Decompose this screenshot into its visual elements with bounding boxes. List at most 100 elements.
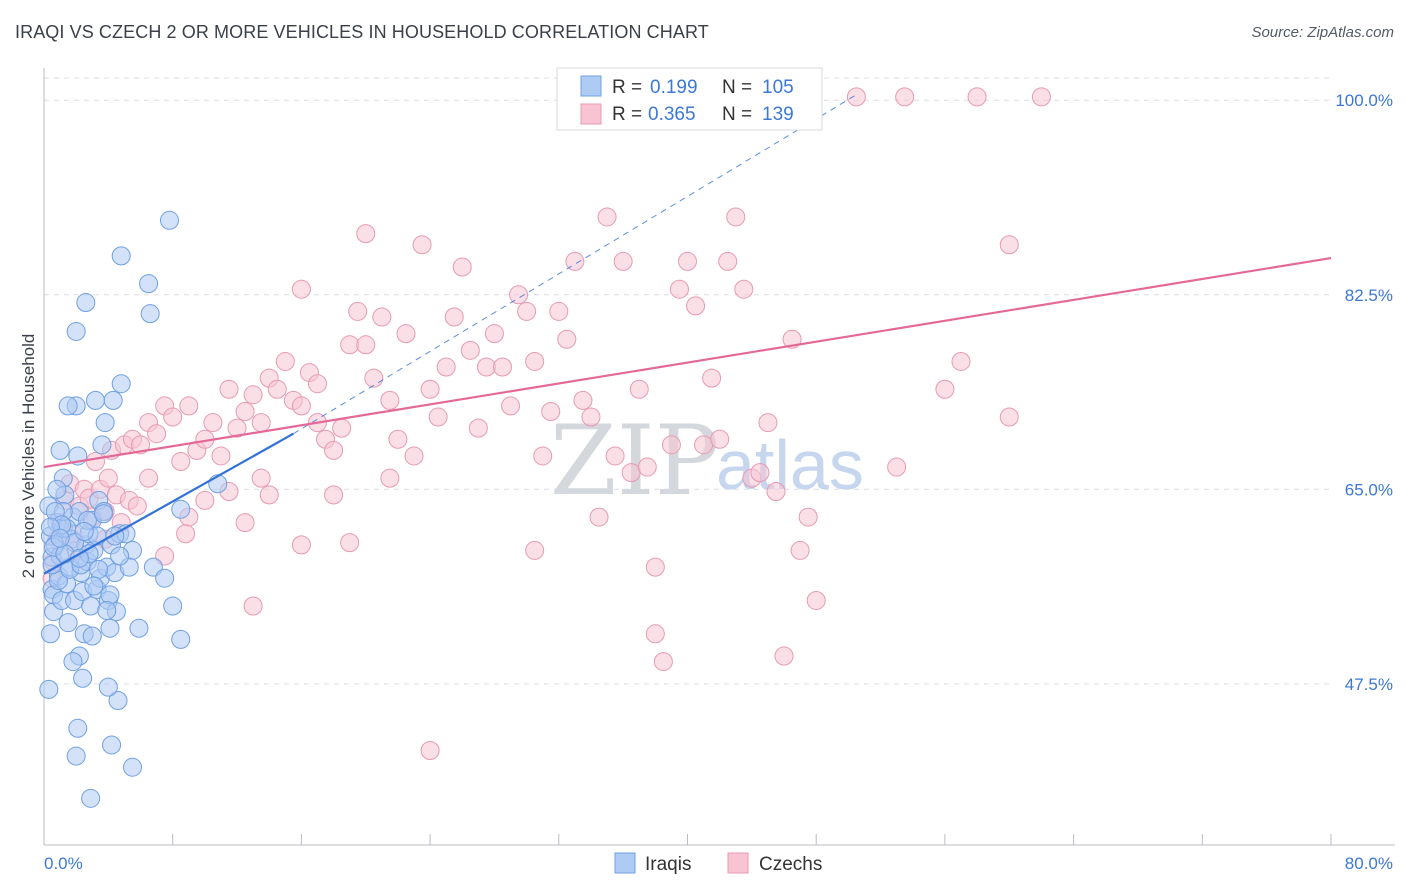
iraqis-point <box>63 652 83 672</box>
trend-lines <box>43 94 1332 575</box>
czechs-point <box>686 296 706 316</box>
czechs-point <box>525 540 545 560</box>
czechs-point <box>179 396 199 416</box>
czechs-point <box>452 257 472 277</box>
iraqis-point <box>98 677 118 697</box>
czechs-point <box>163 407 183 427</box>
legend-r-label-iraqis: R = <box>612 77 642 98</box>
czechs-point <box>581 407 601 427</box>
czechs-point <box>340 533 360 553</box>
czechs-point <box>645 557 665 577</box>
iraqis-point <box>76 293 96 313</box>
czechs-trend-line <box>43 256 1332 469</box>
iraqis-point <box>155 568 175 588</box>
legend-bottom-label-iraqis: Iraqis <box>645 854 691 875</box>
czechs-point <box>967 87 987 107</box>
czechs-point <box>176 524 196 544</box>
legend-n-value-czechs: 139 <box>762 104 794 125</box>
iraqis-point <box>74 522 94 542</box>
iraqis-point <box>103 390 123 410</box>
iraqis-point <box>139 274 159 294</box>
czechs-point <box>291 396 311 416</box>
czechs-point <box>307 374 327 394</box>
czechs-point <box>565 251 585 271</box>
iraqis-point <box>50 440 70 460</box>
czechs-point <box>235 513 255 533</box>
czechs-point <box>332 418 352 438</box>
czechs-point <box>259 485 279 505</box>
czechs-point <box>211 446 231 466</box>
legend-bottom-swatch-iraqis <box>614 852 636 874</box>
czechs-point <box>356 224 376 244</box>
czechs-point <box>139 468 159 488</box>
czechs-point <box>637 457 657 477</box>
watermark-atlas: atlas <box>716 426 864 504</box>
czechs-point <box>356 335 376 355</box>
czechs-points <box>42 87 1051 761</box>
legend-n-label-czechs: N = <box>722 104 752 125</box>
iraqis-point <box>97 600 117 620</box>
legend-n-value-iraqis: 105 <box>762 77 794 98</box>
legend-bottom-swatch-czechs <box>727 852 749 874</box>
legend-swatch-iraqis <box>580 75 602 97</box>
czechs-point <box>661 435 681 455</box>
legend-r-value-czechs: 0.365 <box>648 104 696 125</box>
iraqis-point <box>58 396 78 416</box>
iraqis-point <box>50 528 70 548</box>
legend-swatch-czechs <box>580 103 602 125</box>
czechs-point <box>372 307 392 327</box>
legend-bottom: Iraqis Czechs <box>614 852 822 875</box>
iraqis-point <box>163 596 183 616</box>
legend-top: R = 0.199 N = 105 R = 0.365 N = 139 <box>556 67 823 131</box>
czechs-point <box>678 251 697 271</box>
legend-n-label-iraqis: N = <box>722 77 752 98</box>
legend-r-value-iraqis: 0.199 <box>650 77 698 98</box>
czechs-point <box>702 368 722 388</box>
czechs-point <box>275 351 295 371</box>
czechs-point <box>597 207 617 227</box>
czechs-point <box>999 407 1019 427</box>
czechs-point <box>436 357 456 377</box>
y-tick-label: 82.5% <box>1345 286 1393 305</box>
iraqis-point <box>73 668 93 688</box>
czechs-point <box>98 468 118 488</box>
czechs-point <box>324 440 344 460</box>
iraqis-point <box>171 499 191 519</box>
czechs-point <box>291 279 311 299</box>
czechs-point <box>243 385 263 405</box>
czechs-point <box>219 379 239 399</box>
czechs-point <box>718 251 738 271</box>
czechs-point <box>525 351 545 371</box>
iraqis-point <box>111 246 131 266</box>
czechs-point <box>710 429 730 449</box>
gridlines <box>44 77 1331 685</box>
czechs-point <box>484 324 504 344</box>
iraqis-point <box>108 690 128 710</box>
iraqis-point <box>111 374 131 394</box>
chart-title: IRAQI VS CZECH 2 OR MORE VEHICLES IN HOU… <box>15 22 709 42</box>
czechs-point <box>267 379 287 399</box>
czechs-point <box>127 496 147 516</box>
czechs-point <box>935 379 955 399</box>
iraqis-point <box>122 757 142 777</box>
czechs-point <box>203 413 223 433</box>
czechs-point <box>404 446 424 466</box>
czechs-point <box>428 407 448 427</box>
czechs-point <box>509 285 529 305</box>
czechs-point <box>501 396 521 416</box>
czechs-point <box>645 624 665 644</box>
legend-r-label-czechs: R = <box>612 104 642 125</box>
czechs-point <box>460 340 480 360</box>
czechs-point <box>734 279 754 299</box>
iraqis-point <box>102 735 122 755</box>
iraqis-trend-line <box>43 432 294 575</box>
x-tick-label-min: 0.0% <box>44 854 83 873</box>
czechs-point <box>895 87 915 107</box>
czechs-point <box>348 301 368 321</box>
czechs-point <box>573 390 593 410</box>
iraqis-point <box>95 413 115 433</box>
y-tick-label: 65.0% <box>1345 480 1393 499</box>
czechs-point <box>324 485 344 505</box>
x-ticks <box>43 834 1332 845</box>
czechs-point <box>533 446 553 466</box>
